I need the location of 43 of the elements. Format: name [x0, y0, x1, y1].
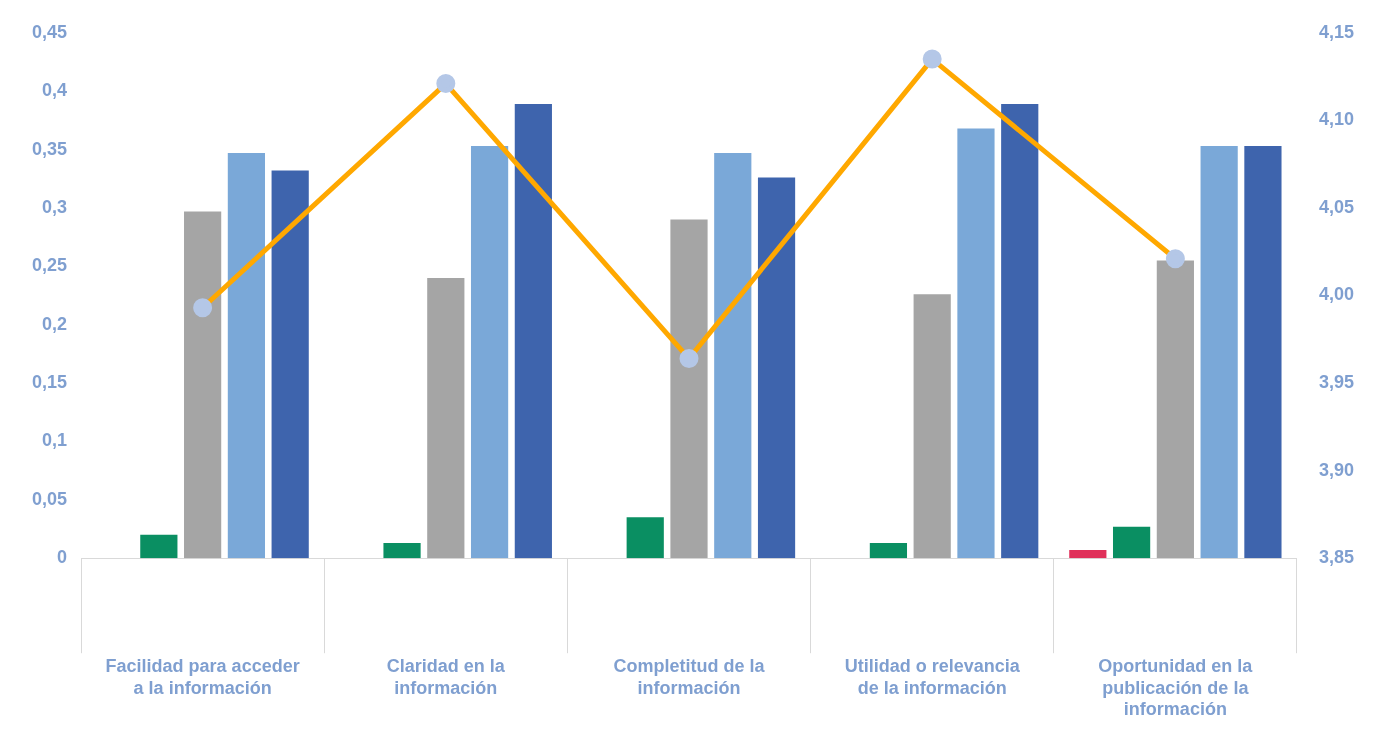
bar	[1156, 260, 1194, 559]
bar	[626, 517, 664, 559]
y2-tick-label: 4,00	[1318, 284, 1355, 305]
bar	[913, 294, 951, 559]
bar	[383, 543, 421, 559]
bar	[757, 177, 796, 559]
y-tick-label: 0,3	[42, 196, 68, 217]
y-tick-label: 0	[57, 547, 68, 568]
x-tick-label: Oportunidad en la publicación de la información	[1098, 655, 1254, 720]
y-tick-label: 0,25	[31, 255, 68, 276]
bar	[1244, 146, 1282, 559]
x-tick-label: Completitud de la información	[613, 655, 766, 698]
bar	[1200, 146, 1238, 559]
y2-tick-label: 3,85	[1318, 547, 1355, 568]
bar	[1069, 550, 1107, 559]
y-tick-label: 0,4	[42, 80, 68, 101]
bar	[184, 211, 222, 559]
y2-tick-label: 3,95	[1318, 372, 1355, 393]
bar	[869, 543, 908, 559]
bar	[227, 153, 265, 559]
y-tick-label: 0,45	[31, 21, 68, 42]
bar	[957, 128, 995, 559]
y-tick-label: 0,1	[42, 430, 68, 451]
bar	[1001, 104, 1039, 559]
x-tick-label: Facilidad para acceder a la información	[105, 655, 300, 698]
bar	[470, 146, 509, 559]
bar	[514, 104, 552, 559]
bar	[670, 219, 708, 559]
y2-tick-label: 4,15	[1318, 21, 1355, 42]
bar	[271, 170, 309, 559]
x-tick-label: Utilidad o relevancia de la información	[844, 655, 1021, 698]
y-tick-label: 0,15	[31, 372, 68, 393]
bar	[427, 277, 465, 559]
x-tick-label: Claridad en la información	[386, 655, 506, 698]
y2-tick-label: 4,10	[1318, 109, 1355, 130]
y2-tick-label: 3,90	[1318, 459, 1355, 480]
bar	[714, 153, 752, 559]
bar	[1113, 526, 1151, 559]
y2-tick-label: 4,05	[1318, 196, 1355, 217]
y-tick-label: 0,35	[31, 138, 68, 159]
bar	[140, 534, 178, 559]
y-tick-label: 0,05	[31, 488, 68, 509]
y-tick-label: 0,2	[42, 313, 68, 334]
